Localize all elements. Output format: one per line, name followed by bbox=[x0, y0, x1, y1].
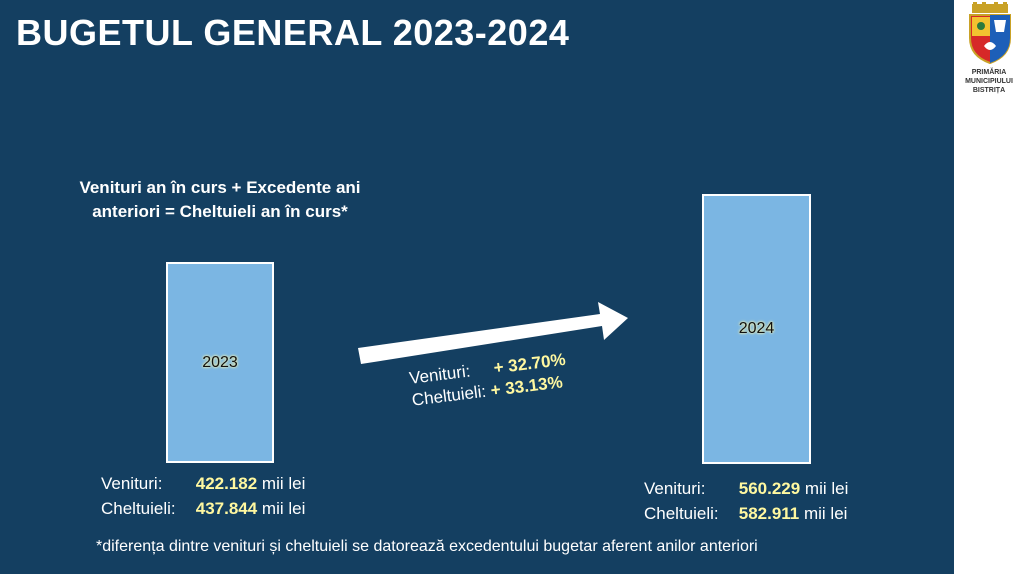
stats-2023-venituri-label: Venituri: bbox=[101, 474, 163, 493]
stats-2023: Venituri: 422.182 mii lei Cheltuieli: 43… bbox=[101, 471, 305, 521]
stats-2024-venituri-unit: mii lei bbox=[804, 479, 849, 498]
slide-title: BUGETUL GENERAL 2023-2024 bbox=[16, 12, 570, 53]
city-crest-icon bbox=[969, 2, 1011, 64]
equation-line-1: Venituri an în curs + Excedente ani bbox=[79, 178, 361, 197]
stats-2024: Venituri: 560.229 mii lei Cheltuieli: 58… bbox=[644, 476, 848, 526]
stats-2024-cheltuieli-unit: mii lei bbox=[803, 504, 848, 523]
bar-2024: 2024 bbox=[702, 194, 811, 464]
budget-equation: Venituri an în curs + Excedente ani ante… bbox=[40, 176, 400, 224]
logo-caption-line-3: BISTRIȚA bbox=[972, 87, 1006, 94]
bar-2023-label: 2023 bbox=[202, 353, 238, 371]
stats-2024-cheltuieli-label: Cheltuieli: bbox=[644, 504, 719, 523]
logo-caption-line-1: PRIMĂRIA bbox=[971, 69, 1007, 76]
equation-line-2: anteriori = Cheltuieli an în curs* bbox=[92, 202, 348, 221]
stats-2023-cheltuieli: Cheltuieli: 437.844 mii lei bbox=[101, 496, 305, 521]
logo-caption-line-2: MUNICIPIULUI bbox=[965, 78, 1013, 85]
slide: BUGETUL GENERAL 2023-2024 Venituri an în… bbox=[0, 0, 954, 574]
stats-2023-venituri-value: 422.182 bbox=[195, 474, 258, 493]
stats-2023-cheltuieli-unit: mii lei bbox=[261, 499, 306, 518]
stats-2023-venituri: Venituri: 422.182 mii lei bbox=[101, 471, 305, 496]
arrow-right-icon bbox=[358, 302, 628, 364]
stats-2024-venituri-value: 560.229 bbox=[738, 479, 801, 498]
bar-2024-label: 2024 bbox=[738, 320, 775, 337]
logo-caption: PRIMĂRIA MUNICIPIULUI BISTRIȚA bbox=[958, 68, 1020, 95]
stats-2024-cheltuieli: Cheltuieli: 582.911 mii lei bbox=[644, 501, 848, 526]
logo-panel bbox=[954, 0, 1024, 574]
stats-2023-cheltuieli-value: 437.844 bbox=[195, 499, 258, 518]
stats-2024-venituri-label: Venituri: bbox=[644, 479, 706, 498]
stats-2023-venituri-unit: mii lei bbox=[261, 474, 306, 493]
bar-2023: 2023 bbox=[166, 262, 274, 463]
stats-2024-cheltuieli-value: 582.911 bbox=[738, 504, 800, 523]
footnote: *diferența dintre venituri și cheltuieli… bbox=[96, 538, 758, 555]
stats-2024-venituri: Venituri: 560.229 mii lei bbox=[644, 476, 848, 501]
stats-2023-cheltuieli-label: Cheltuieli: bbox=[101, 499, 176, 518]
growth-arrow bbox=[352, 296, 632, 376]
